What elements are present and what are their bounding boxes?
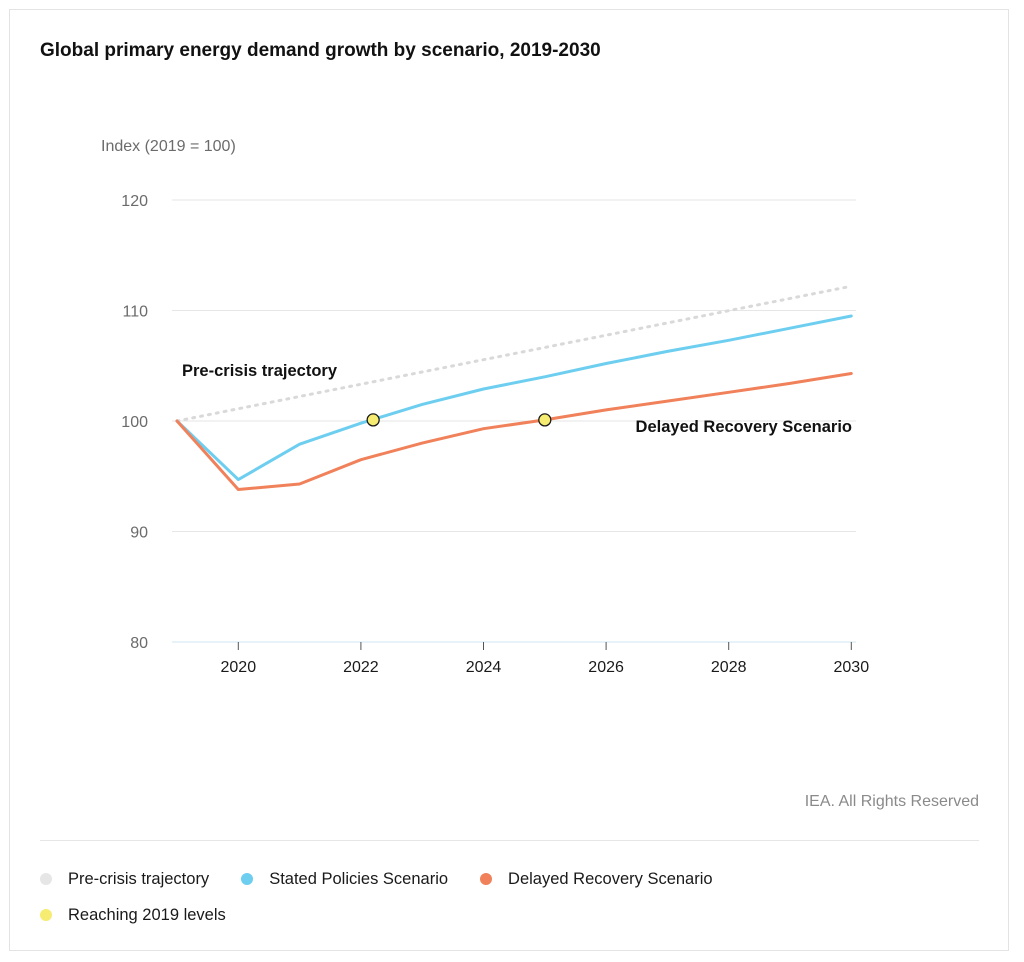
y-tick-label-90: 90: [130, 525, 148, 542]
legend-item-delayed-recovery[interactable]: Delayed Recovery Scenario: [480, 870, 713, 889]
legend-label-delayed-recovery: Delayed Recovery Scenario: [508, 869, 713, 888]
legend-dot-pre-crisis: [40, 873, 52, 885]
y-tick-label-110: 110: [122, 304, 148, 321]
legend: Pre-crisis trajectory Stated Policies Sc…: [40, 866, 960, 938]
legend-label-stated-policies: Stated Policies Scenario: [269, 869, 449, 888]
legend-dot-reaching-2019: [40, 909, 52, 921]
legend-dot-delayed-recovery: [480, 873, 493, 885]
x-tick-label-2030: 2030: [834, 659, 870, 676]
x-tick-label-2024: 2024: [466, 659, 502, 676]
chart-title: Global primary energy demand growth by s…: [40, 40, 601, 61]
series-line-delayed-recovery-scenario: [175, 372, 853, 491]
legend-label-pre-crisis: Pre-crisis trajectory: [68, 869, 210, 888]
reaching-2019-marker-2: [538, 413, 552, 427]
x-tick-label-2020: 2020: [221, 659, 257, 676]
annotation-pre-crisis: Pre-crisis trajectory: [182, 362, 338, 380]
x-tick-label-2028: 2028: [711, 659, 747, 676]
series-line-pre-crisis-trajectory: [175, 284, 853, 423]
legend-item-stated-policies[interactable]: Stated Policies Scenario: [241, 870, 448, 889]
y-axis-label: Index (2019 = 100): [101, 138, 236, 155]
legend-item-reaching-2019[interactable]: Reaching 2019 levels: [40, 906, 226, 925]
legend-divider: [40, 840, 979, 841]
legend-row-2: Reaching 2019 levels: [40, 902, 960, 928]
legend-row-1: Pre-crisis trajectory Stated Policies Sc…: [40, 866, 960, 892]
reaching-2019-marker-1: [366, 413, 380, 427]
credit-text: IEA. All Rights Reserved: [804, 793, 979, 810]
x-tick-label-2026: 2026: [588, 659, 624, 676]
y-tick-label-100: 100: [121, 414, 148, 431]
x-tick-label-2022: 2022: [343, 659, 379, 676]
legend-item-pre-crisis[interactable]: Pre-crisis trajectory: [40, 870, 209, 889]
chart-svg: Index (2019 = 100) 80 90 100 110 120 2020 2022 2…: [101, 138, 870, 676]
series-line-stated-policies-scenario: [175, 314, 853, 482]
y-tick-label-80: 80: [130, 635, 148, 652]
y-tick-label-120: 120: [121, 193, 148, 210]
legend-label-reaching-2019: Reaching 2019 levels: [68, 905, 226, 924]
legend-dot-stated-policies: [241, 873, 254, 885]
chart-card: [9, 9, 1009, 951]
annotation-delayed-recovery: Delayed Recovery Scenario: [636, 418, 852, 436]
